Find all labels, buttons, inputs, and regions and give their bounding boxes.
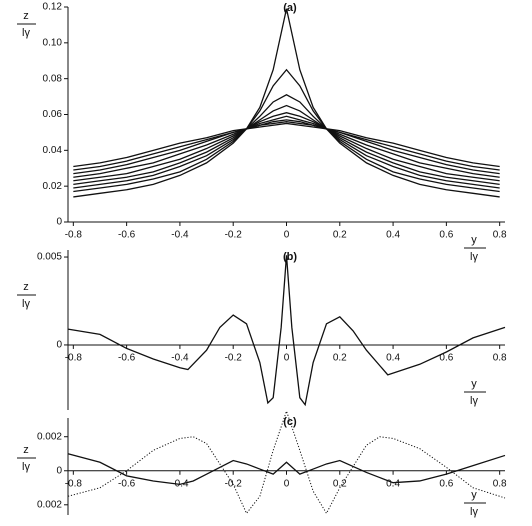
y-label-denominator: lγ [22, 27, 30, 39]
y-tick-label: 0.04 [43, 145, 63, 156]
x-label-denominator: lγ [470, 506, 478, 518]
y-label: z [23, 10, 29, 22]
y-tick-label: 0 [56, 217, 62, 228]
x-tick-label: -0.6 [118, 230, 136, 241]
line-series [67, 255, 506, 407]
y-tick-label: 0 [56, 465, 62, 476]
line-series [73, 112, 500, 182]
x-tick-label: -0.8 [65, 478, 83, 489]
x-label-denominator: lγ [470, 251, 478, 263]
x-tick-label: 0.6 [439, 230, 453, 241]
x-tick-label: -0.2 [225, 230, 243, 241]
x-tick-label: -0.8 [65, 230, 83, 241]
x-tick-label: 0 [284, 353, 290, 364]
line-series [73, 94, 500, 189]
x-label: y [471, 489, 477, 501]
panel-title: (c) [283, 416, 297, 428]
y-tick-label: 0.08 [43, 73, 63, 84]
x-tick-label: 0 [284, 478, 290, 489]
y-tick-label: 0.02 [43, 181, 63, 192]
line-series [73, 121, 500, 171]
x-tick-label: -0.6 [118, 478, 136, 489]
x-label: y [471, 378, 477, 390]
x-tick-label: 0.2 [333, 230, 347, 241]
x-label: y [471, 234, 477, 246]
x-tick-label: -0.6 [118, 353, 136, 364]
x-tick-label: 0.8 [493, 353, 507, 364]
y-label: z [23, 281, 29, 293]
line-series [73, 68, 500, 193]
y-tick-label: 0 [56, 340, 62, 351]
y-label: z [23, 444, 29, 456]
y-tick-label: 0.005 [37, 252, 62, 263]
x-tick-label: 0.2 [333, 478, 347, 489]
line-series [67, 409, 506, 515]
x-tick-label: 0.4 [386, 478, 400, 489]
panel-title: (b) [283, 251, 297, 263]
line-series [73, 115, 500, 178]
x-label-denominator: lγ [470, 395, 478, 407]
line-series [73, 104, 500, 186]
x-tick-label: 0.8 [493, 230, 507, 241]
x-tick-label: 0.8 [493, 478, 507, 489]
line-series [73, 119, 500, 175]
y-tick-label: 0.002 [37, 499, 62, 510]
y-tick-label: 0.002 [37, 431, 62, 442]
x-tick-label: 0.4 [386, 353, 400, 364]
y-tick-label: 0.10 [43, 37, 63, 48]
x-tick-label: 0.2 [333, 353, 347, 364]
x-tick-label: 0.4 [386, 230, 400, 241]
y-tick-label: 0.12 [43, 2, 63, 13]
line-series [73, 122, 500, 168]
line-series [67, 453, 506, 486]
x-tick-label: -0.8 [65, 353, 83, 364]
y-label-denominator: lγ [22, 298, 30, 310]
x-tick-label: 0.6 [439, 353, 453, 364]
x-tick-label: 0.6 [439, 478, 453, 489]
line-series [73, 8, 500, 198]
y-tick-label: 0.06 [43, 109, 63, 120]
x-tick-label: -0.4 [171, 230, 189, 241]
x-tick-label: 0 [284, 230, 290, 241]
y-label-denominator: lγ [22, 461, 30, 473]
x-tick-label: -0.4 [171, 353, 189, 364]
x-tick-label: -0.2 [225, 353, 243, 364]
